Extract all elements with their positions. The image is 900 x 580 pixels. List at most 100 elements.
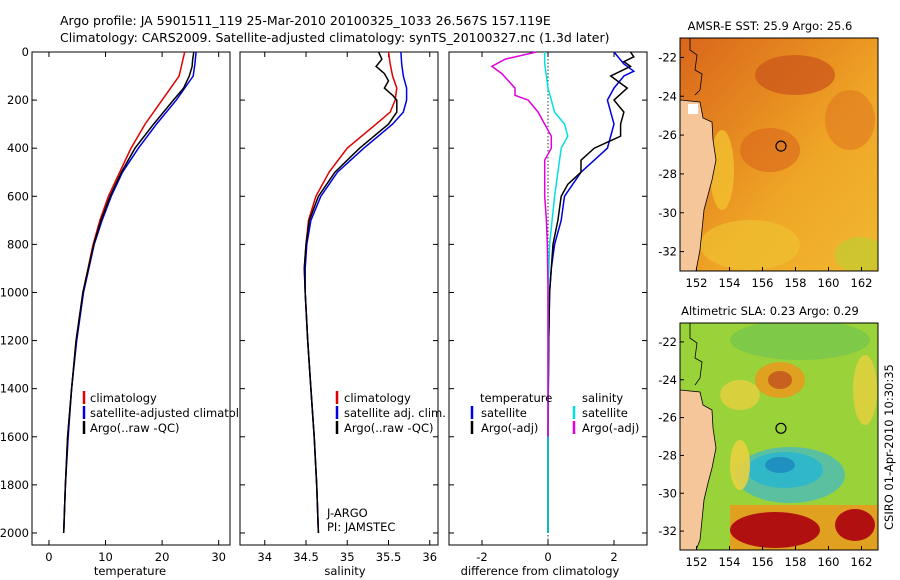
difference-x-axis: -2 0 2 — [449, 51, 647, 564]
salinity-xlabel: salinity — [324, 564, 365, 578]
sst-warm-patch — [740, 128, 800, 172]
salinity-annotation-2: PI: JAMSTEC — [327, 520, 395, 534]
legend-climatology-label: climatology — [344, 391, 411, 405]
sst-map-frame — [679, 37, 879, 272]
x-tick-label: 0 — [544, 550, 551, 564]
lat-tick-label: -26 — [658, 411, 677, 425]
x-tick-label: 0 — [45, 550, 52, 564]
sst-warm-patch — [755, 55, 835, 95]
x-tick-label: -2 — [476, 550, 487, 564]
x-tick-label: 36 — [422, 550, 437, 564]
lon-tick-label: 154 — [719, 555, 741, 569]
temperature-legend: climatology satellite-adjusted climatolo… — [82, 391, 260, 435]
lon-tick-label: 154 — [719, 276, 741, 290]
salinity-annotation-1: J-ARGO — [326, 506, 368, 520]
sst-warm-patch — [825, 90, 875, 150]
sla-high-patch — [730, 440, 750, 490]
sla-field — [680, 323, 878, 550]
sla-map: Altimetric SLA: 0.23 Argo: 0.29 152 154 15… — [658, 304, 879, 569]
x-tick-label: 34 — [257, 550, 272, 564]
lat-tick-label: -30 — [658, 206, 677, 220]
lon-tick-label: 158 — [785, 555, 807, 569]
lon-tick-label: 156 — [752, 276, 774, 290]
sla-patch — [730, 323, 870, 360]
legend-argo-label: Argo(..raw -QC) — [344, 421, 434, 435]
argo-location-marker — [775, 140, 787, 152]
series-argo-raw-qc — [303, 51, 398, 534]
lon-tick-label: 160 — [818, 276, 840, 290]
lat-tick-label: -22 — [658, 335, 677, 349]
lat-tick-label: -30 — [658, 486, 677, 500]
y-tick-label: 1400 — [0, 382, 29, 396]
legend-argo-label: Argo(..raw -QC) — [90, 421, 180, 435]
difference-xlabel: difference from climatology — [461, 564, 620, 578]
coastline — [689, 38, 703, 96]
sst-map: AMSR-E SST: 25.9 Argo: 25.6 152 154 156 158… — [658, 19, 879, 290]
coastline — [689, 323, 703, 386]
sla-map-title: Altimetric SLA: 0.23 Argo: 0.29 — [681, 304, 859, 318]
lon-tick-label: 152 — [686, 555, 708, 569]
legend-sal-argo-label: Argo(-adj) — [582, 421, 639, 435]
lat-tick-label: -32 — [658, 245, 677, 259]
legend-temperature-heading: temperature — [480, 391, 552, 405]
y-tick-label: 0 — [22, 45, 29, 59]
sla-map-frame — [679, 322, 879, 551]
difference-panel: -2 0 2 difference from climatology tempera… — [448, 51, 648, 578]
lat-tick-label: -28 — [658, 448, 677, 462]
lat-tick-label: -24 — [658, 373, 677, 387]
sst-cool-patch — [835, 237, 878, 271]
y-tick-label: 1800 — [0, 478, 29, 492]
legend-satellite-label: satellite adj. clim. — [344, 406, 446, 420]
y-tick-label: 600 — [7, 189, 29, 203]
temperature-panel: 0 200 400 600 800 1000 1200 1400 1600 1800 2000 0 1… — [0, 45, 260, 578]
lat-tick-label: -24 — [658, 89, 677, 103]
x-tick-label: 2 — [610, 550, 617, 564]
y-tick-label: 200 — [7, 93, 29, 107]
legend-sal-satellite-label: satellite — [582, 406, 628, 420]
series-salinity-argo-adj — [490, 51, 553, 437]
temperature-x-axis: 0 10 20 30 — [45, 52, 226, 564]
lon-tick-label: 162 — [851, 555, 873, 569]
no-data-patch — [688, 104, 698, 114]
lon-tick-label: 158 — [785, 276, 807, 290]
y-tick-label: 1200 — [0, 334, 29, 348]
depth-axis: 0 200 400 600 800 1000 1200 1400 1600 1800 2000 — [0, 45, 37, 540]
legend-satellite-label: satellite-adjusted climatology — [90, 406, 260, 420]
sst-map-title: AMSR-E SST: 25.9 Argo: 25.6 — [688, 19, 853, 33]
sla-max-patch — [835, 509, 875, 541]
sst-map-axes: 152 154 156 158 160 162 -22 -24 -26 -28 -30 -32 — [658, 50, 872, 290]
lon-tick-label: 162 — [851, 276, 873, 290]
legend-temp-argo-label: Argo(-adj) — [481, 421, 538, 435]
x-tick-label: 10 — [98, 550, 113, 564]
sla-map-axes: 152 154 156 158 160 162 -22 -24 -26 -28 -30 -32 — [658, 335, 872, 569]
x-tick-label: 20 — [155, 550, 170, 564]
lat-tick-label: -22 — [658, 50, 677, 64]
lon-tick-label: 152 — [686, 276, 708, 290]
temperature-series — [62, 51, 197, 534]
side-label: CSIRO 01-Apr-2010 10:30:35 — [882, 364, 896, 530]
header-line-2: Climatology: CARS2009. Satellite-adjuste… — [60, 30, 610, 45]
sla-high-patch — [768, 371, 792, 389]
salinity-legend: climatology satellite adj. clim. Argo(..… — [335, 391, 446, 435]
sst-cool-patch — [700, 220, 800, 270]
x-tick-label: 35 — [340, 550, 355, 564]
y-tick-label: 1600 — [0, 430, 29, 444]
y-tick-label: 800 — [7, 237, 29, 251]
legend-salinity-heading: salinity — [582, 391, 623, 405]
header-line-1: Argo profile: JA 5901511_119 25-Mar-2010… — [60, 13, 551, 28]
sla-low-patch — [765, 457, 795, 473]
sla-high-patch — [853, 355, 877, 425]
lat-tick-label: -32 — [658, 524, 677, 538]
salinity-x-axis: 34 34.5 35 35.5 36 — [240, 51, 438, 564]
lat-tick-label: -26 — [658, 128, 677, 142]
temperature-xlabel: temperature — [94, 564, 166, 578]
salinity-axes — [239, 51, 439, 546]
lat-tick-label: -28 — [658, 167, 677, 181]
x-tick-label: 30 — [211, 550, 226, 564]
y-tick-label: 1000 — [0, 285, 29, 299]
difference-legend: temperature satellite Argo(-adj) salinit… — [470, 391, 639, 435]
lon-tick-label: 156 — [752, 555, 774, 569]
sst-coastal-patch — [710, 130, 734, 210]
y-tick-label: 2000 — [0, 526, 29, 540]
